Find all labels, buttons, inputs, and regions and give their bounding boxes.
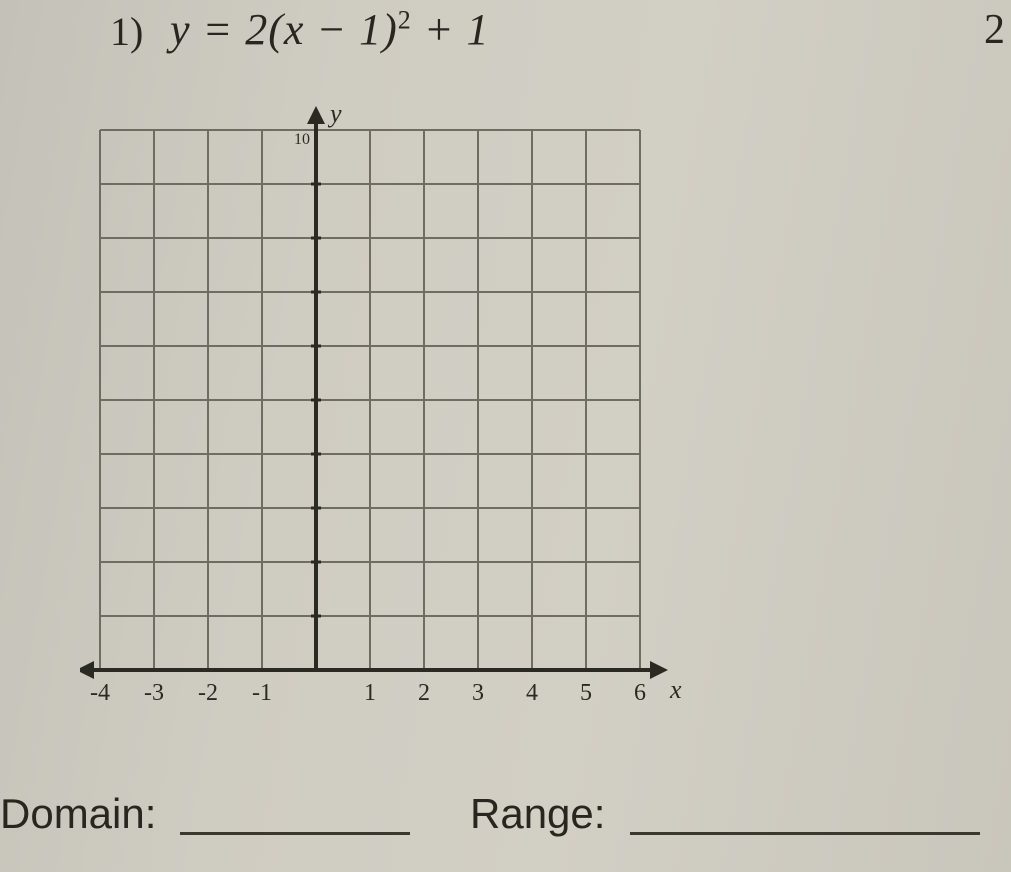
domain-label: Domain: bbox=[0, 790, 156, 838]
range-blank-line bbox=[630, 832, 980, 835]
svg-text:3: 3 bbox=[472, 680, 484, 706]
worksheet-page: { "problem": { "number_label": "1)", "eq… bbox=[0, 0, 1011, 872]
svg-text:x: x bbox=[669, 675, 682, 704]
range-label: Range: bbox=[470, 790, 605, 838]
svg-text:-3: -3 bbox=[144, 680, 164, 706]
svg-text:-4: -4 bbox=[90, 680, 110, 706]
svg-text:y: y bbox=[327, 100, 342, 128]
svg-text:6: 6 bbox=[634, 680, 646, 706]
svg-text:5: 5 bbox=[580, 680, 592, 706]
svg-text:2: 2 bbox=[418, 680, 430, 706]
next-problem-number: 2 bbox=[984, 6, 1005, 54]
svg-text:-2: -2 bbox=[198, 680, 218, 706]
coordinate-grid: y x 10 -4 -3 -2 -1 1 2 3 4 5 6 bbox=[80, 100, 680, 720]
domain-blank-line bbox=[180, 832, 410, 835]
svg-text:4: 4 bbox=[526, 680, 538, 706]
svg-text:10: 10 bbox=[294, 131, 310, 148]
svg-text:1: 1 bbox=[364, 680, 376, 706]
problem-number: 1) bbox=[110, 8, 143, 55]
svg-text:-1: -1 bbox=[252, 680, 272, 706]
equation-text: y = 2(x − 1)2 + 1 bbox=[170, 4, 489, 55]
